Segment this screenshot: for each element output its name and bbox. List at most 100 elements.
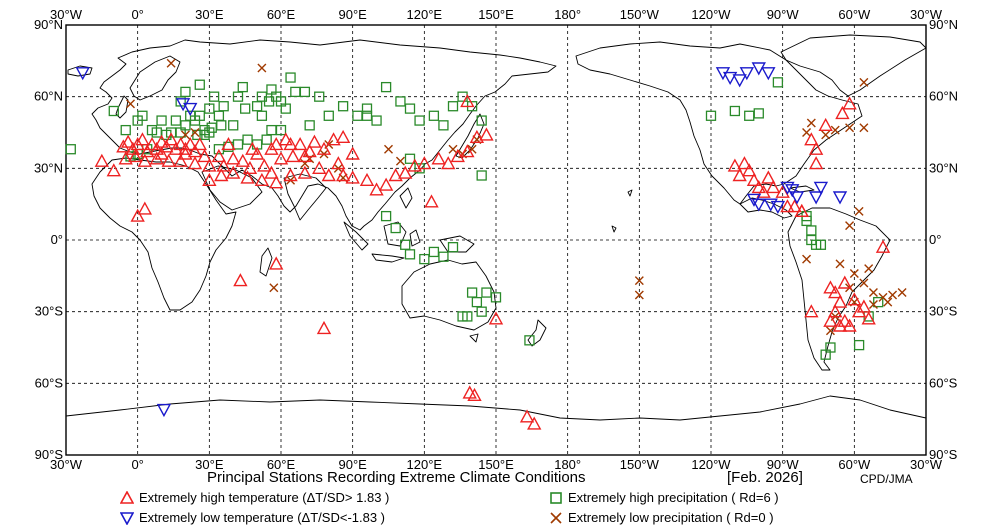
low-precip-station [166,58,176,68]
lat-label-right: 90°S [929,447,958,462]
blue-triangle-down-icon [120,511,134,525]
period-label: [Feb. 2026] [727,469,803,486]
station-markers [65,58,907,430]
high-temp-station [161,153,176,167]
high-temp-station [235,153,250,167]
high-precip-station [705,110,717,121]
lon-labels-bottom: 30°W 0° 30°E 60°E 90°E 120°E 150°E 180° 150°W 120… [50,457,943,472]
high-temp-station [832,294,848,308]
low-temp-station [746,193,762,207]
high-temp-station [178,146,193,160]
lon-label-top: 30°W [910,7,943,22]
high-temp-station [359,172,375,186]
credit-label: CPD/JMA [860,472,913,486]
high-precip-station [65,144,76,155]
high-precip-station [323,110,334,121]
high-temp-station [345,170,360,184]
low-temp-station [808,191,824,205]
low-temp-station [183,102,198,117]
high-temp-station [130,136,145,151]
low-precip-station [384,144,393,154]
high-temp-station [460,93,475,108]
low-precip-station [190,128,200,137]
low-temp-station [722,71,738,86]
low-precip-station [634,276,644,286]
low-precip-station [806,118,816,128]
high-temp-station [216,158,231,172]
low-temp-station [761,67,776,81]
high-precip-station [228,120,239,131]
high-precip-station [753,108,764,119]
coastlines [65,34,927,421]
lon-label-bottom: 150°W [620,457,660,472]
high-precip-station [873,296,884,308]
high-temp-station [159,139,174,153]
high-temp-station [278,132,293,146]
high-precip-station [404,249,416,260]
low-precip-station [888,290,898,300]
lat-label-left: 90°N [34,17,63,32]
high-temp-station [804,304,819,318]
high-precip-station [266,124,277,136]
low-precip-station [821,130,831,140]
high-temp-station [118,151,133,165]
high-temp-station [226,165,241,179]
high-temp-station [450,148,465,163]
high-temp-station [214,168,229,182]
low-temp-station [175,98,191,112]
high-temp-station [116,139,131,153]
lat-label-left: 90°S [35,447,64,462]
high-precip-station [438,251,449,262]
high-temp-station [187,156,203,170]
lon-label-top: 150°W [620,7,660,22]
lon-label-bottom: 30°W [910,457,943,472]
high-temp-station [242,160,258,175]
high-temp-station [527,416,542,430]
high-temp-station [388,168,403,182]
high-precip-station [204,127,215,138]
high-temp-station [335,129,351,143]
high-temp-station [211,148,227,163]
high-temp-station [441,156,456,170]
lon-label-bottom: 90°W [767,457,800,472]
high-temp-station [94,153,110,167]
high-temp-station [254,172,270,186]
low-temp-station [751,198,766,212]
high-precip-station [524,335,535,346]
lon-label-top: 30°E [195,7,224,22]
high-temp-station [135,132,150,146]
low-temp-station [739,67,755,81]
high-temp-station [137,201,153,215]
high-precip-station [490,292,502,303]
high-temp-station [856,299,872,313]
high-precip-station [180,86,191,98]
lat-label-left: 30°N [34,160,63,175]
high-temp-station [233,273,248,287]
lon-label-top: 60°E [267,7,296,22]
high-precip-station [428,110,440,121]
high-precip-station [337,101,349,112]
lon-label-bottom: 120°E [407,457,443,472]
lon-label-bottom: 180° [554,457,581,472]
high-temp-station [837,313,852,327]
high-temp-station [183,136,198,151]
high-temp-station [742,163,757,177]
high-temp-station [467,387,482,401]
low-precip-station [854,206,864,216]
graticule [66,25,926,455]
high-temp-station [297,165,313,179]
high-precip-station [361,103,373,114]
high-temp-station [460,144,475,158]
high-temp-station [168,141,184,155]
high-precip-station [185,110,196,121]
high-temp-station [249,146,265,160]
high-temp-station [283,136,298,151]
low-temp-station [770,200,786,215]
low-temp-station [75,67,90,81]
high-temp-station [269,175,284,189]
high-precip-station [815,239,827,250]
lat-label-left: 60°N [34,89,63,104]
high-precip-station [146,124,158,136]
high-precip-station [447,101,459,112]
low-precip-station [864,264,874,274]
